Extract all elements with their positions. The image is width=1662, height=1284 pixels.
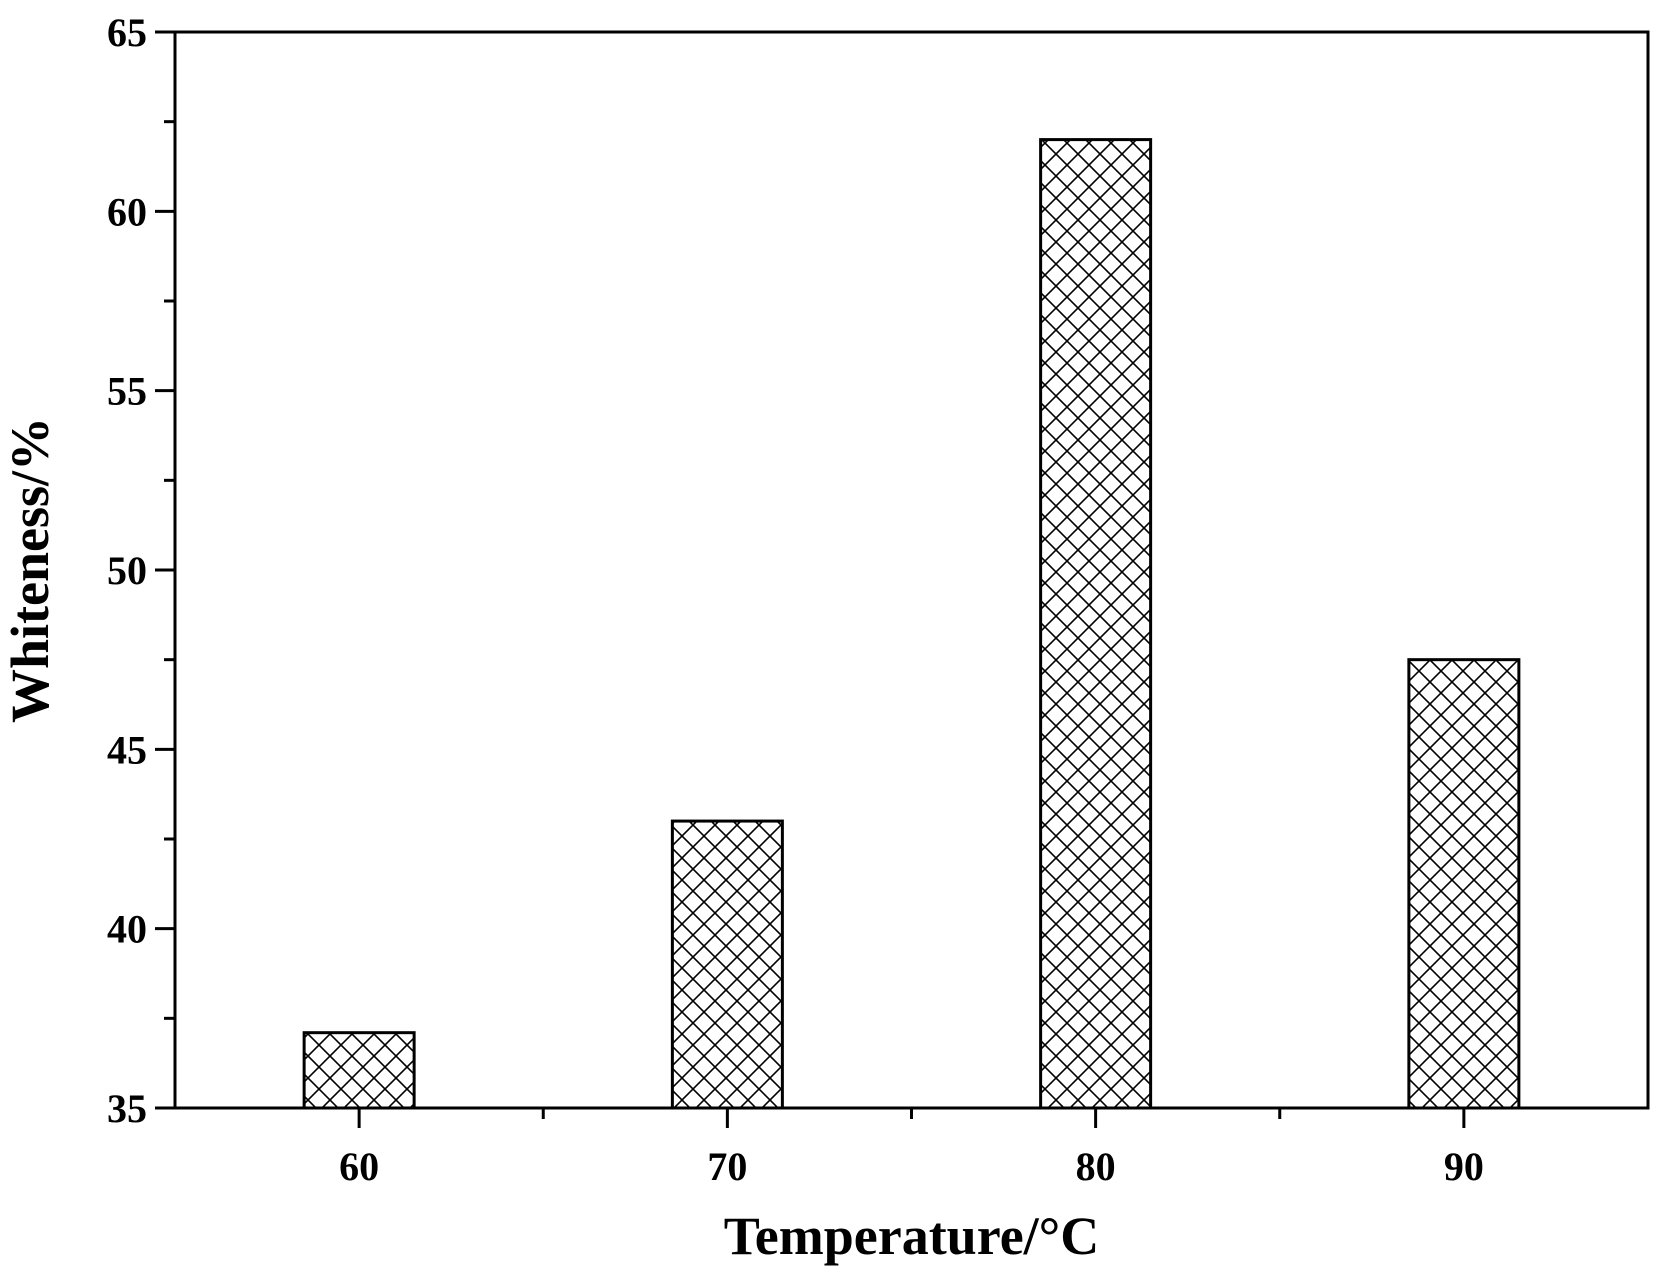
plot-frame [173, 30, 1650, 1110]
x-axis-ticks: 60 70 80 90 [339, 1108, 1484, 1189]
bar-90 [1407, 658, 1521, 1110]
x-tick-label: 60 [339, 1144, 379, 1189]
y-tick-label: 55 [107, 369, 147, 414]
y-tick-label: 35 [107, 1086, 147, 1131]
bars-group [302, 138, 1521, 1110]
bar-80 [1039, 138, 1153, 1110]
y-tick-label: 50 [107, 548, 147, 593]
bar-70 [670, 819, 784, 1110]
y-tick-label: 65 [107, 10, 147, 55]
y-tick-label: 45 [107, 727, 147, 772]
y-axis-ticks: 35 40 45 50 55 60 65 [107, 10, 175, 1131]
x-tick-label: 70 [707, 1144, 747, 1189]
y-axis-title: Whiteness/% [0, 417, 60, 723]
x-tick-label: 90 [1444, 1144, 1484, 1189]
x-axis-title: Temperature/°C [724, 1206, 1100, 1266]
y-tick-label: 40 [107, 907, 147, 952]
x-tick-label: 80 [1076, 1144, 1116, 1189]
bar-60 [302, 1031, 416, 1110]
y-tick-label: 60 [107, 189, 147, 234]
